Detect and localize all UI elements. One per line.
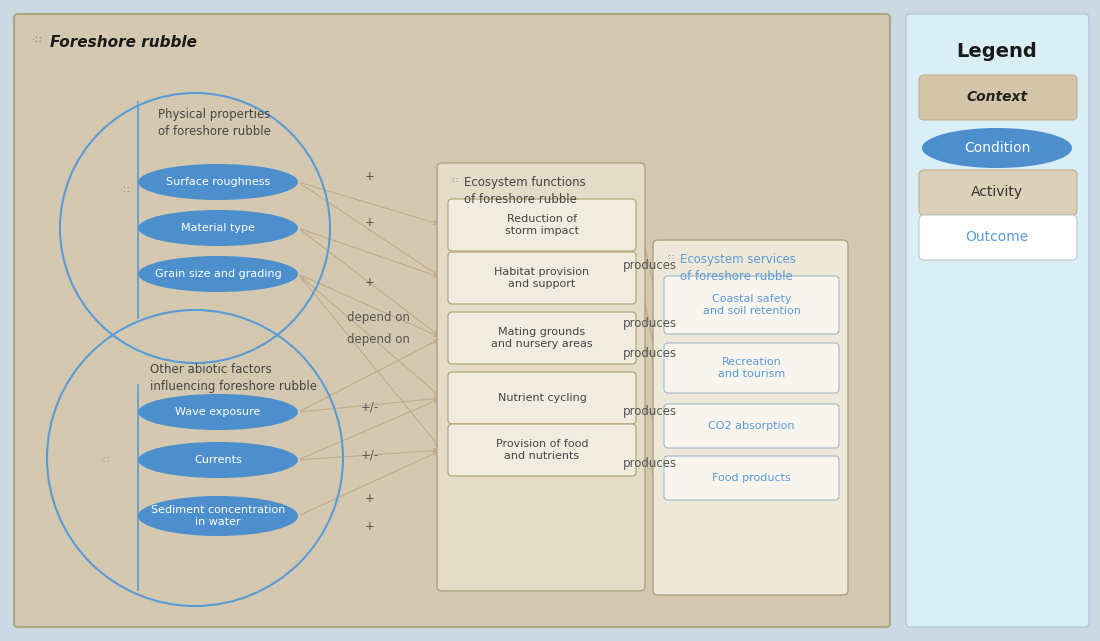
Text: Mating grounds
and nursery areas: Mating grounds and nursery areas	[492, 327, 593, 349]
Text: produces: produces	[623, 458, 678, 470]
Text: Context: Context	[967, 90, 1027, 104]
Ellipse shape	[138, 210, 298, 246]
FancyBboxPatch shape	[918, 170, 1077, 215]
Text: Habitat provision
and support: Habitat provision and support	[494, 267, 590, 289]
Text: Outcome: Outcome	[966, 230, 1028, 244]
Ellipse shape	[138, 394, 298, 430]
FancyBboxPatch shape	[664, 343, 839, 393]
Text: Nutrient cycling: Nutrient cycling	[497, 393, 586, 403]
Ellipse shape	[138, 256, 298, 292]
Text: Foreshore rubble: Foreshore rubble	[50, 35, 197, 50]
Text: depend on: depend on	[346, 333, 409, 347]
Text: Ecosystem functions
of foreshore rubble: Ecosystem functions of foreshore rubble	[464, 176, 585, 206]
Text: ·∷: ·∷	[32, 35, 42, 45]
FancyBboxPatch shape	[448, 199, 636, 251]
Text: Reduction of
storm impact: Reduction of storm impact	[505, 214, 579, 236]
Text: +: +	[365, 276, 375, 288]
FancyBboxPatch shape	[448, 372, 636, 424]
Text: ·∷: ·∷	[450, 176, 458, 185]
Text: Condition: Condition	[964, 141, 1031, 155]
FancyBboxPatch shape	[918, 215, 1077, 260]
Text: Physical properties
of foreshore rubble: Physical properties of foreshore rubble	[158, 108, 271, 138]
FancyBboxPatch shape	[448, 424, 636, 476]
Text: Activity: Activity	[971, 185, 1023, 199]
Text: CO2 absorption: CO2 absorption	[708, 421, 794, 431]
Text: Material type: Material type	[182, 223, 255, 233]
FancyBboxPatch shape	[918, 75, 1077, 120]
Text: ·∷: ·∷	[666, 253, 674, 262]
Text: Currents: Currents	[194, 455, 242, 465]
Text: produces: produces	[623, 406, 678, 419]
Text: Wave exposure: Wave exposure	[175, 407, 261, 417]
Text: Surface roughness: Surface roughness	[166, 177, 271, 187]
FancyBboxPatch shape	[664, 276, 839, 334]
Text: Grain size and grading: Grain size and grading	[155, 269, 282, 279]
Ellipse shape	[922, 128, 1072, 168]
FancyBboxPatch shape	[664, 456, 839, 500]
Text: depend on: depend on	[346, 312, 409, 324]
Ellipse shape	[138, 164, 298, 200]
Text: +: +	[365, 171, 375, 183]
Text: ·∷: ·∷	[100, 455, 109, 465]
Ellipse shape	[138, 442, 298, 478]
Text: +: +	[365, 519, 375, 533]
FancyBboxPatch shape	[14, 14, 890, 627]
Text: Recreation
and tourism: Recreation and tourism	[718, 357, 785, 379]
Text: +/-: +/-	[361, 401, 379, 413]
Text: +/-: +/-	[361, 449, 379, 462]
Text: Food products: Food products	[712, 473, 791, 483]
FancyBboxPatch shape	[437, 163, 645, 591]
Ellipse shape	[138, 496, 298, 536]
Text: +: +	[365, 217, 375, 229]
Text: Ecosystem services
of foreshore rubble: Ecosystem services of foreshore rubble	[680, 253, 796, 283]
Text: produces: produces	[623, 258, 678, 272]
Text: Legend: Legend	[957, 42, 1037, 61]
FancyBboxPatch shape	[664, 404, 839, 448]
Text: Sediment concentration
in water: Sediment concentration in water	[151, 505, 285, 527]
Text: Coastal safety
and soil retention: Coastal safety and soil retention	[703, 294, 801, 316]
Text: +: +	[365, 492, 375, 504]
Text: ·∷: ·∷	[120, 185, 130, 195]
Text: produces: produces	[623, 317, 678, 329]
FancyBboxPatch shape	[448, 312, 636, 364]
Text: Other abiotic factors
influencing foreshore rubble: Other abiotic factors influencing foresh…	[150, 363, 317, 393]
FancyBboxPatch shape	[448, 252, 636, 304]
FancyBboxPatch shape	[906, 14, 1089, 627]
FancyBboxPatch shape	[653, 240, 848, 595]
Text: produces: produces	[623, 347, 678, 360]
Text: Provision of food
and nutrients: Provision of food and nutrients	[496, 439, 588, 461]
